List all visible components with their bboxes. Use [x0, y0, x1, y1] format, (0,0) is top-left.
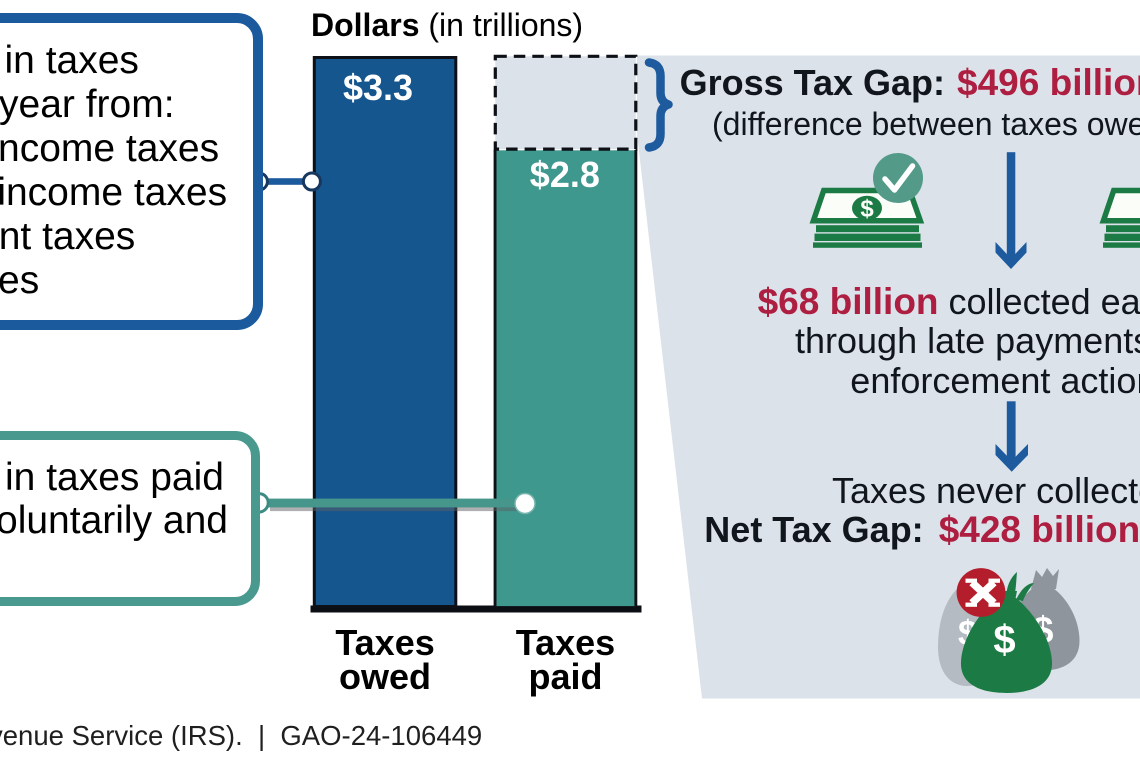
svg-text:$: $: [993, 618, 1015, 662]
svg-text:$: $: [860, 196, 874, 223]
